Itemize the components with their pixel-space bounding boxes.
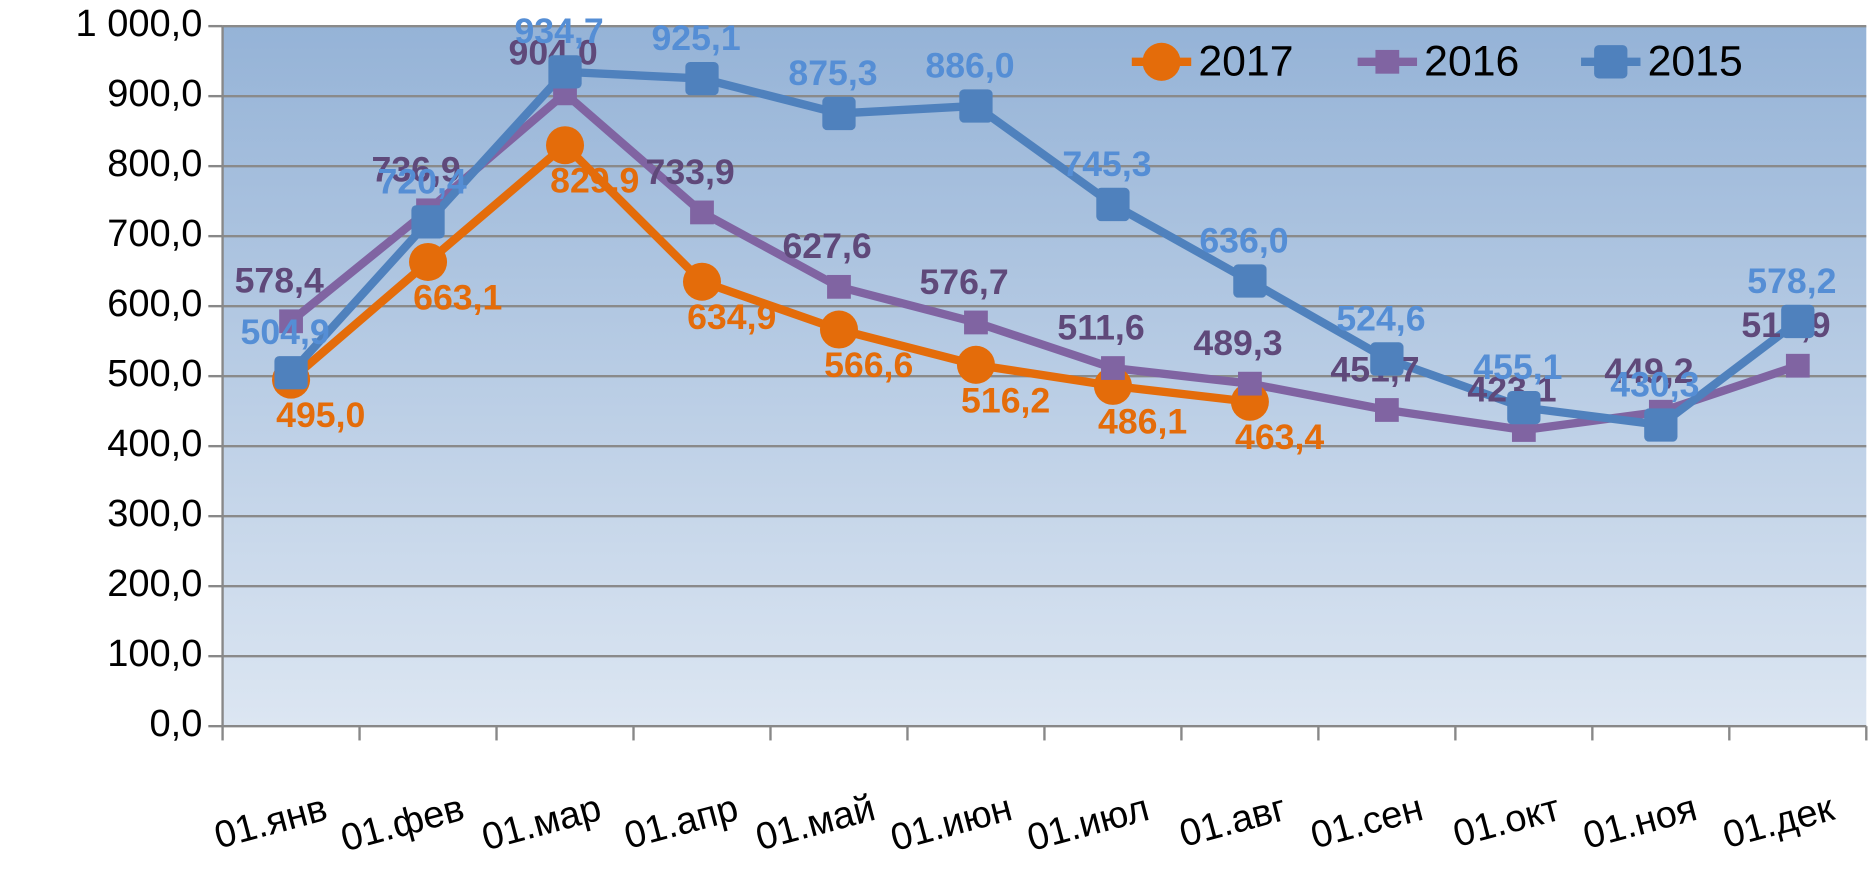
data-label: 578,4	[235, 261, 324, 301]
legend-label: 2017	[1198, 37, 1293, 85]
legend-label: 2015	[1648, 37, 1743, 85]
data-label: 566,6	[824, 345, 913, 385]
data-label: 875,3	[788, 53, 877, 93]
y-tick-label: 400,0	[107, 423, 202, 465]
data-label: 925,1	[651, 18, 740, 58]
data-label: 430,3	[1610, 364, 1699, 404]
point	[1096, 187, 1130, 222]
legend-marker	[1375, 49, 1400, 74]
point	[959, 89, 993, 123]
series-line	[288, 141, 1251, 406]
y-tick-label: 500,0	[107, 353, 202, 395]
x-tick-label: 01.фев	[337, 787, 469, 860]
data-label: 886,0	[925, 45, 1014, 85]
point	[411, 205, 445, 239]
x-tick-label: 01.авг	[1175, 787, 1290, 856]
data-label: 449,2	[1604, 351, 1693, 391]
data-label: 495,0	[276, 395, 365, 435]
point	[685, 61, 719, 96]
data-label: 636,0	[1199, 220, 1288, 260]
data-label: 455,1	[1473, 347, 1562, 387]
point	[682, 262, 722, 301]
point	[822, 96, 856, 131]
x-tick-label: 01.янв	[210, 787, 332, 857]
point	[1507, 390, 1541, 425]
point	[279, 309, 303, 334]
point	[409, 242, 448, 282]
data-label: 524,6	[1336, 298, 1425, 338]
point	[1644, 408, 1678, 442]
series-line	[287, 67, 1801, 430]
point	[956, 345, 995, 384]
y-tick-label: 600,0	[107, 283, 202, 325]
x-tick-label: 01.окт	[1449, 787, 1565, 856]
legend-label: 2016	[1424, 37, 1519, 85]
data-label: 504,9	[241, 312, 330, 352]
data-label: 511,6	[1057, 307, 1144, 347]
data-label: 489,3	[1193, 323, 1282, 363]
data-label: 516,2	[961, 380, 1050, 420]
data-label: 733,9	[646, 152, 735, 192]
x-tick-label: 01.ноя	[1579, 787, 1702, 857]
x-tick-label: 01.мар	[478, 787, 606, 859]
y-tick-label: 700,0	[107, 213, 202, 255]
legend-marker	[1594, 45, 1628, 79]
point	[1785, 353, 1810, 378]
point	[1781, 304, 1815, 339]
data-label: 578,2	[1747, 261, 1836, 301]
data-label: 745,3	[1062, 144, 1151, 184]
point	[1238, 371, 1262, 396]
x-tick-label: 01.июн	[886, 787, 1016, 860]
y-tick-label: 1 000,0	[76, 3, 203, 45]
y-tick-label: 900,0	[107, 73, 202, 115]
data-label: 934,7	[514, 11, 603, 51]
data-label: 463,4	[1235, 417, 1324, 457]
point	[964, 310, 988, 335]
point	[548, 55, 582, 89]
data-label: 627,6	[782, 226, 871, 266]
data-label: 486,1	[1098, 401, 1187, 441]
point	[690, 200, 714, 225]
y-tick-label: 800,0	[107, 143, 202, 185]
legend-marker	[1142, 42, 1181, 81]
x-tick-label: 01.дек	[1719, 787, 1839, 857]
data-label: 736,9	[372, 150, 461, 190]
x-tick-label: 01.сен	[1306, 787, 1427, 857]
y-tick-label: 200,0	[107, 563, 202, 605]
data-label: 829,9	[550, 161, 639, 201]
point	[1101, 356, 1125, 380]
x-tick-label: 01.апр	[620, 787, 743, 858]
point	[274, 356, 308, 390]
data-label: 634,9	[687, 297, 776, 337]
data-label: 663,1	[413, 277, 502, 317]
y-tick-label: 0,0	[150, 703, 203, 745]
series-line	[288, 89, 1800, 435]
data-label: 720,4	[377, 161, 466, 201]
x-tick-label: 01.июл	[1023, 787, 1154, 860]
point	[546, 126, 585, 165]
point	[819, 310, 858, 349]
x-tick-label: 01.май	[751, 787, 879, 859]
point	[1370, 342, 1404, 376]
point	[827, 274, 851, 299]
y-tick-label: 100,0	[107, 633, 202, 675]
point	[1233, 264, 1267, 298]
point	[1374, 398, 1399, 422]
data-label: 576,7	[919, 262, 1008, 302]
y-tick-label: 300,0	[107, 493, 202, 535]
